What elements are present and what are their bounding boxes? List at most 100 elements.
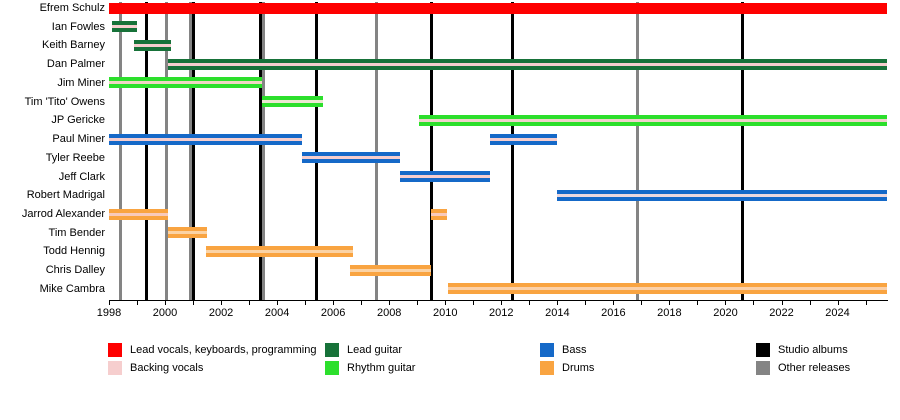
- member-label: Efrem Schulz: [39, 2, 105, 14]
- backing-vocals-stripe: [302, 156, 401, 160]
- legend-swatch: [108, 343, 122, 357]
- legend-swatch: [540, 361, 554, 375]
- legend-swatch: [325, 343, 339, 357]
- legend-swatch: [756, 343, 770, 357]
- axis-tick: [221, 301, 223, 305]
- backing-vocals-stripe: [111, 25, 138, 29]
- studio-album-line: [258, 2, 262, 300]
- legend-swatch: [540, 343, 554, 357]
- legend-label: Drums: [562, 362, 595, 374]
- axis-tick: [417, 301, 419, 305]
- axis-tick: [277, 301, 279, 305]
- backing-vocals-stripe: [448, 287, 888, 291]
- member-label: Jeff Clark: [58, 170, 105, 183]
- axis-year-label: 2018: [657, 307, 682, 319]
- axis-year-label: 2004: [264, 307, 290, 319]
- axis-year-label: 2008: [376, 307, 402, 319]
- axis-year-label: 2022: [769, 307, 794, 319]
- axis-tick: [837, 301, 839, 305]
- member-label: Robert Madrigal: [26, 189, 105, 202]
- axis-tick: [725, 301, 727, 305]
- backing-vocals-stripe: [109, 137, 303, 141]
- backing-vocals-stripe: [557, 193, 888, 197]
- axis-tick: [529, 301, 531, 305]
- backing-vocals-stripe: [205, 249, 353, 253]
- axis-tick: [865, 301, 867, 305]
- axis-year-label: 2000: [152, 307, 178, 319]
- axis-tick: [109, 301, 110, 305]
- studio-album-line: [314, 2, 318, 300]
- axis-year-label: 2016: [601, 307, 626, 319]
- axis-tick: [193, 301, 195, 305]
- axis-tick: [697, 301, 699, 305]
- axis-tick: [137, 301, 139, 305]
- studio-album-line: [511, 2, 514, 300]
- member-label: Keith Barney: [42, 39, 105, 52]
- member-label: Paul Miner: [52, 133, 105, 146]
- studio-album-line: [191, 2, 195, 300]
- axis-year-label: 2006: [320, 307, 346, 319]
- axis-year-label: 1998: [96, 307, 122, 319]
- axis-tick: [669, 301, 671, 305]
- backing-vocals-stripe: [490, 137, 558, 141]
- axis-tick: [557, 301, 559, 305]
- other-release-line: [262, 2, 266, 300]
- other-release-line: [164, 2, 168, 300]
- backing-vocals-stripe: [167, 231, 208, 235]
- axis-tick: [305, 301, 307, 305]
- legend-label: Backing vocals: [130, 362, 204, 374]
- timeline-bar: [109, 2, 888, 14]
- legend-label: Rhythm guitar: [347, 362, 416, 374]
- axis-year-label: 2010: [433, 307, 458, 319]
- member-label: Todd Hennig: [43, 245, 105, 258]
- backing-vocals-stripe: [167, 62, 888, 66]
- legend-label: Studio albums: [778, 344, 848, 356]
- legend-swatch: [756, 361, 770, 375]
- axis-tick: [361, 301, 363, 305]
- axis-year-label: 2024: [825, 307, 850, 319]
- axis-tick: [613, 301, 615, 305]
- legend-label: Lead vocals, keyboards, programming: [130, 344, 317, 356]
- member-label: Mike Cambra: [39, 282, 105, 295]
- axis-tick: [809, 301, 811, 305]
- member-label: Chris Dalley: [45, 264, 105, 277]
- member-label: JP Gericke: [51, 114, 105, 127]
- axis-tick: [389, 301, 391, 305]
- other-release-line: [188, 2, 192, 300]
- other-release-line: [375, 2, 379, 300]
- legend-label: Other releases: [778, 362, 851, 374]
- backing-vocals-stripe: [109, 81, 262, 85]
- axis-year-label: 2002: [208, 307, 234, 319]
- axis-tick: [445, 301, 447, 305]
- axis-tick: [781, 301, 783, 305]
- axis-tick: [585, 301, 587, 305]
- backing-vocals-stripe: [134, 43, 171, 47]
- axis-year-label: 2014: [545, 307, 570, 319]
- backing-vocals-stripe: [109, 212, 168, 216]
- member-label: Ian Fowles: [51, 20, 105, 33]
- axis-tick: [753, 301, 755, 305]
- backing-vocals-stripe: [400, 175, 491, 179]
- legend-label: Lead guitar: [347, 344, 403, 356]
- studio-album-line: [740, 2, 744, 300]
- backing-vocals-stripe: [261, 100, 324, 104]
- backing-vocals-stripe: [418, 118, 888, 122]
- member-label: Tim 'Tito' Owens: [24, 95, 105, 108]
- legend-label: Bass: [562, 344, 587, 356]
- legend-swatch: [108, 361, 122, 375]
- axis-tick: [333, 301, 335, 305]
- member-label: Tyler Reebe: [45, 151, 105, 164]
- backing-vocals-stripe: [349, 268, 432, 272]
- axis-baseline: [109, 300, 888, 301]
- axis-year-label: 2020: [713, 307, 738, 319]
- member-label: Tim Bender: [48, 226, 105, 239]
- studio-album-line: [429, 2, 433, 300]
- axis-tick: [165, 301, 167, 305]
- axis-tick: [249, 301, 251, 305]
- member-label: Jarrod Alexander: [21, 208, 105, 221]
- backing-vocals-stripe: [431, 212, 447, 216]
- legend-swatch: [325, 361, 339, 375]
- member-label: Jim Miner: [57, 76, 105, 89]
- axis-year-label: 2012: [489, 307, 514, 319]
